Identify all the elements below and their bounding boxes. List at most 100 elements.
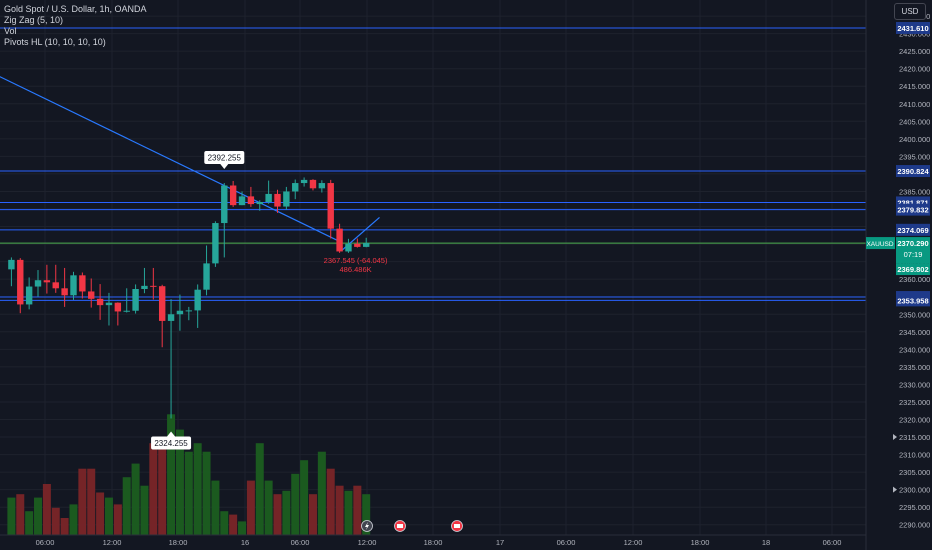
volume-bar bbox=[34, 497, 43, 535]
volume-bar bbox=[25, 511, 34, 535]
volume-bar bbox=[131, 463, 140, 535]
current-price-label: 2370.290 bbox=[897, 239, 928, 248]
time-axis[interactable]: 06:00 12:00 18:00 16 06:00 12:00 18:00 17 06:00 1… bbox=[0, 534, 866, 547]
volume-bar bbox=[104, 497, 113, 535]
candle-body bbox=[292, 183, 299, 192]
candle-body bbox=[141, 285, 148, 289]
price-tick-label: 2425.000 bbox=[899, 47, 930, 56]
candle-body bbox=[300, 179, 308, 184]
level-tag-bg bbox=[896, 21, 930, 34]
candle-body bbox=[70, 275, 77, 296]
time-tick-label: 18 bbox=[762, 538, 770, 547]
time-tick-label: 16 bbox=[241, 538, 249, 547]
volume-bars bbox=[7, 414, 371, 535]
price-tick-label: 2410.000 bbox=[899, 100, 930, 109]
candle-body bbox=[185, 310, 192, 312]
pivot-high-pointer bbox=[220, 164, 229, 170]
level-tag-bg bbox=[896, 203, 930, 216]
volume-bar bbox=[193, 443, 202, 535]
volume-bar bbox=[184, 451, 193, 535]
time-tick-label: 17 bbox=[496, 538, 504, 547]
symbol-tag-label: XAUUSD bbox=[866, 241, 893, 248]
volume-bar bbox=[60, 518, 69, 535]
lightning-icon bbox=[365, 522, 369, 530]
candle-body bbox=[283, 191, 290, 207]
candle-body bbox=[354, 243, 361, 247]
volume-bar bbox=[42, 484, 51, 535]
indicator-pivots[interactable]: Pivots HL (10, 10, 10, 10) bbox=[4, 37, 106, 47]
price-tick-label: 2385.000 bbox=[899, 187, 930, 196]
pivot-low-label: 2324.255 bbox=[154, 439, 188, 448]
price-tick-label: 2315.000 bbox=[899, 433, 930, 442]
pivot-high-label-bg bbox=[204, 151, 245, 165]
candles bbox=[8, 177, 370, 419]
price-tick-label: 2350.000 bbox=[899, 310, 930, 319]
volume-bar bbox=[140, 485, 149, 535]
price-tick-label: 2290.000 bbox=[899, 521, 930, 530]
annotations: 2392.255 2324.255 2367.545 (-64.045)486.48… bbox=[151, 151, 388, 450]
price-tick-label: 2420.000 bbox=[899, 65, 930, 74]
symbol-title[interactable]: Gold Spot / U.S. Dollar, 1h, OANDA bbox=[4, 4, 147, 14]
volume-bar bbox=[353, 485, 362, 535]
second-price-tag-bg bbox=[896, 263, 930, 276]
volume-bar bbox=[220, 511, 229, 535]
volume-bar bbox=[7, 497, 16, 535]
zigzag-volume-label: 486.486K bbox=[340, 265, 372, 274]
currency-button[interactable]: USD bbox=[894, 3, 926, 20]
candle-body bbox=[167, 314, 175, 321]
volume-bar bbox=[51, 507, 60, 535]
volume-bar bbox=[362, 494, 371, 535]
candle-body bbox=[229, 185, 237, 206]
time-tick-label: 12:00 bbox=[358, 538, 377, 547]
zigzag-change-label: 2367.545 (-64.045) bbox=[324, 256, 388, 265]
candle-body bbox=[221, 185, 228, 224]
price-tick-label: 2305.000 bbox=[899, 468, 930, 477]
flag-stripe-icon bbox=[454, 524, 460, 528]
price-tick-label: 2345.000 bbox=[899, 328, 930, 337]
candle-body bbox=[114, 302, 122, 312]
volume-bar bbox=[229, 514, 238, 535]
candle-body bbox=[318, 183, 326, 189]
candle-body bbox=[238, 196, 246, 206]
pivot-high-label: 2392.255 bbox=[208, 154, 242, 163]
level-tag-label: 2381.871 bbox=[897, 198, 928, 207]
volume-bar bbox=[16, 494, 25, 535]
price-axis[interactable]: 2290.000 2295.000 2300.000 2305.000 2310.000… bbox=[865, 0, 932, 550]
price-tick-label: 2300.000 bbox=[899, 486, 930, 495]
time-tick-label: 06:00 bbox=[36, 538, 55, 547]
candle-body bbox=[150, 285, 157, 287]
candle-body bbox=[61, 288, 68, 296]
time-tick-label: 06:00 bbox=[291, 538, 310, 547]
volume-bar bbox=[308, 494, 317, 535]
candle-body bbox=[309, 179, 317, 189]
time-tick-label: 06:00 bbox=[823, 538, 842, 547]
event-markers[interactable] bbox=[361, 520, 463, 532]
candle-body bbox=[123, 310, 130, 312]
level-tag-label: 2379.832 bbox=[897, 206, 928, 215]
candle-body bbox=[158, 286, 166, 321]
candle-body bbox=[17, 259, 24, 305]
volume-bar bbox=[149, 443, 158, 535]
candle-body bbox=[52, 282, 59, 289]
level-tag-label: 2390.824 bbox=[897, 167, 929, 176]
level-tag-bg bbox=[896, 223, 930, 236]
time-tick-label: 06:00 bbox=[557, 538, 576, 547]
candle-body bbox=[274, 193, 281, 207]
indicator-zigzag[interactable]: Zig Zag (5, 10) bbox=[4, 15, 64, 25]
axis-marker-icon bbox=[893, 434, 897, 441]
level-tag-bg bbox=[896, 165, 930, 178]
time-tick-label: 18:00 bbox=[691, 538, 710, 547]
price-tick-label: 2400.000 bbox=[899, 135, 930, 144]
volume-bar bbox=[96, 492, 105, 535]
volume-bar bbox=[300, 460, 309, 535]
indicator-vol[interactable]: Vol bbox=[4, 26, 17, 36]
current-price-tag-bg bbox=[896, 237, 930, 264]
volume-bar bbox=[211, 480, 220, 535]
volume-bar bbox=[264, 480, 273, 535]
volume-bar bbox=[158, 443, 167, 535]
price-tick-label: 2415.000 bbox=[899, 82, 930, 91]
volume-bar bbox=[238, 521, 247, 535]
volume-bar bbox=[246, 480, 255, 535]
